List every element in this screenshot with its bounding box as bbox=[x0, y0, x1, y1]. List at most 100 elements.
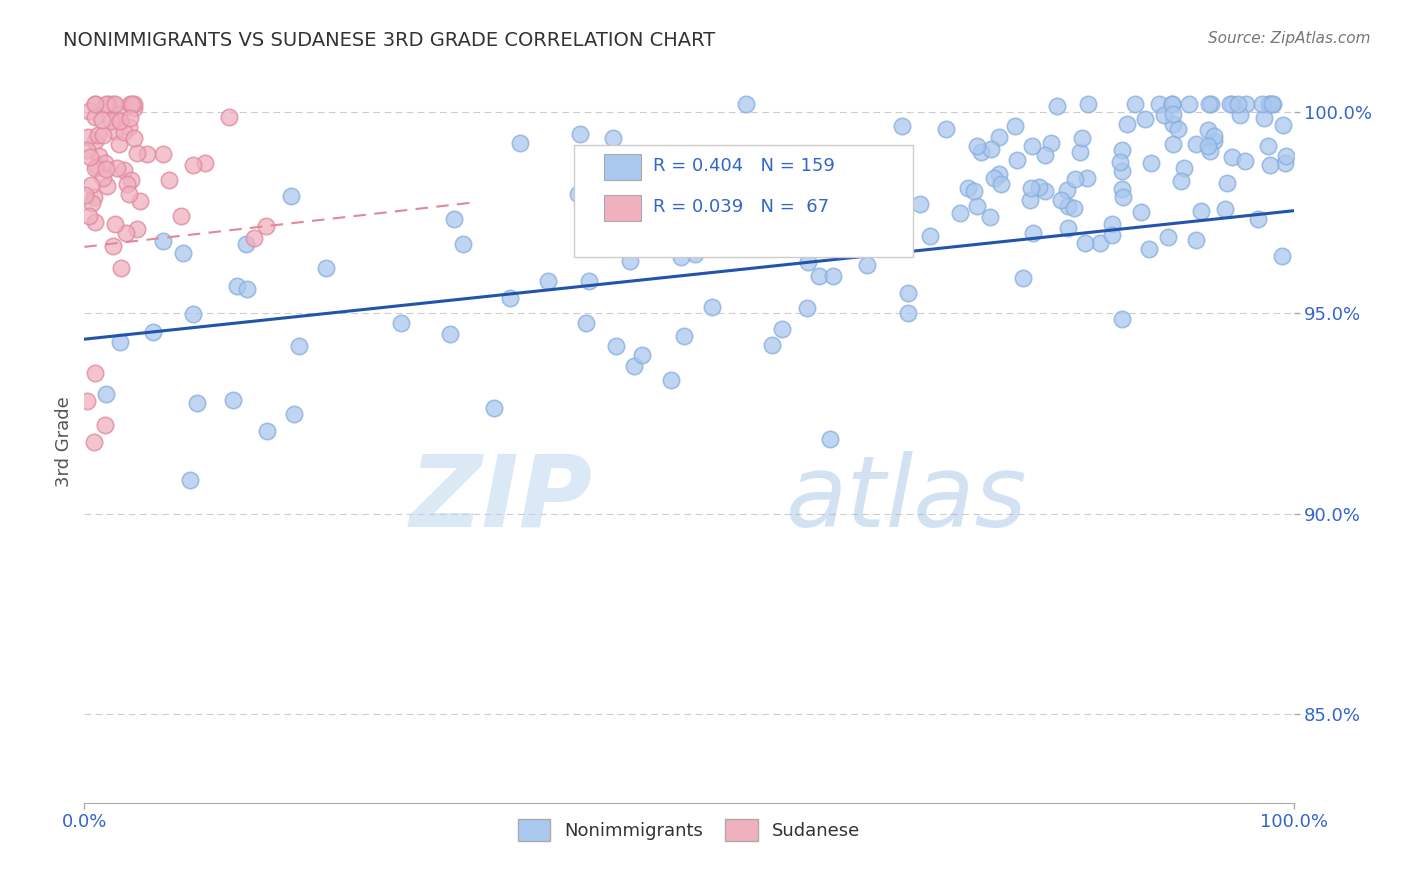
Point bbox=[1012, 271, 1035, 285]
Point bbox=[988, 130, 1011, 145]
Point bbox=[108, 136, 131, 151]
FancyBboxPatch shape bbox=[574, 145, 912, 257]
Point bbox=[1116, 117, 1139, 131]
Point bbox=[891, 119, 914, 133]
Point bbox=[1069, 145, 1091, 160]
Point bbox=[567, 187, 589, 202]
Point bbox=[1057, 199, 1080, 213]
Point bbox=[315, 260, 337, 275]
Point bbox=[170, 209, 193, 223]
Text: Source: ZipAtlas.com: Source: ZipAtlas.com bbox=[1208, 31, 1371, 46]
Point bbox=[108, 113, 131, 128]
Point bbox=[683, 247, 706, 261]
Point bbox=[1220, 150, 1243, 164]
Point bbox=[970, 145, 993, 160]
Point bbox=[987, 167, 1010, 181]
Point bbox=[884, 227, 907, 241]
Point bbox=[1197, 139, 1219, 153]
Point bbox=[1111, 182, 1133, 196]
Point bbox=[152, 146, 174, 161]
Point bbox=[578, 274, 600, 288]
Point bbox=[702, 300, 724, 314]
Point bbox=[1227, 97, 1250, 112]
Point bbox=[1111, 164, 1133, 178]
Point bbox=[499, 291, 522, 305]
Point bbox=[897, 286, 920, 301]
Point bbox=[1050, 193, 1073, 207]
Point bbox=[1274, 149, 1296, 163]
Point bbox=[856, 258, 879, 272]
Point bbox=[79, 150, 101, 164]
Point bbox=[910, 197, 932, 211]
Point bbox=[979, 211, 1001, 225]
FancyBboxPatch shape bbox=[605, 195, 641, 221]
Point bbox=[254, 219, 277, 233]
Point bbox=[112, 163, 135, 178]
Point bbox=[963, 184, 986, 198]
Point bbox=[118, 120, 141, 134]
Point bbox=[242, 231, 264, 245]
Point bbox=[122, 101, 145, 115]
Point bbox=[1021, 139, 1043, 153]
Point bbox=[1213, 202, 1236, 216]
Point bbox=[125, 221, 148, 235]
Point bbox=[83, 97, 105, 112]
Point bbox=[1247, 211, 1270, 226]
Point bbox=[846, 175, 869, 189]
Point bbox=[1161, 97, 1184, 112]
Point bbox=[142, 326, 165, 340]
Point bbox=[108, 107, 131, 121]
Point bbox=[720, 224, 742, 238]
Point bbox=[761, 338, 783, 352]
Point bbox=[83, 134, 105, 148]
Point bbox=[172, 246, 194, 260]
Point bbox=[104, 123, 127, 137]
Point bbox=[94, 386, 117, 401]
Point bbox=[1160, 97, 1182, 112]
Point bbox=[1088, 235, 1111, 250]
Point bbox=[1161, 117, 1184, 131]
Text: R = 0.039   N =  67: R = 0.039 N = 67 bbox=[652, 198, 828, 216]
Point bbox=[122, 97, 145, 112]
Point bbox=[582, 186, 605, 200]
Point bbox=[1258, 97, 1281, 112]
Point bbox=[1202, 134, 1225, 148]
Point bbox=[83, 189, 105, 203]
Point bbox=[631, 214, 654, 228]
Point bbox=[1184, 233, 1206, 247]
Point bbox=[118, 97, 141, 112]
Point bbox=[1063, 201, 1085, 215]
Point bbox=[897, 306, 920, 320]
Point bbox=[226, 279, 249, 293]
Point bbox=[103, 239, 125, 253]
Point bbox=[439, 326, 461, 341]
Point bbox=[818, 432, 841, 446]
Point bbox=[808, 268, 831, 283]
Point bbox=[93, 128, 115, 142]
Point bbox=[389, 316, 412, 330]
Point bbox=[90, 113, 112, 128]
Point bbox=[1271, 249, 1294, 263]
Point bbox=[84, 161, 107, 175]
Point bbox=[1161, 107, 1184, 121]
Point bbox=[1161, 136, 1184, 151]
Point bbox=[1272, 118, 1295, 132]
Point bbox=[87, 128, 110, 142]
Point bbox=[1201, 97, 1223, 112]
Text: ZIP: ZIP bbox=[409, 450, 592, 548]
Point bbox=[1111, 143, 1133, 157]
Point bbox=[1028, 179, 1050, 194]
Point bbox=[127, 146, 149, 161]
Point bbox=[1033, 148, 1056, 162]
Point bbox=[87, 149, 110, 163]
Point bbox=[772, 322, 794, 336]
Point bbox=[194, 156, 217, 170]
Point bbox=[1035, 184, 1057, 198]
Point bbox=[222, 392, 245, 407]
Point bbox=[1019, 181, 1042, 195]
Point bbox=[100, 114, 122, 128]
Point bbox=[605, 339, 627, 353]
Point bbox=[83, 367, 105, 381]
Point bbox=[80, 178, 103, 192]
Point bbox=[93, 156, 115, 170]
